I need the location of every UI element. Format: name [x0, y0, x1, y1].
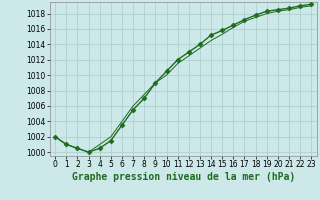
- X-axis label: Graphe pression niveau de la mer (hPa): Graphe pression niveau de la mer (hPa): [72, 172, 295, 182]
